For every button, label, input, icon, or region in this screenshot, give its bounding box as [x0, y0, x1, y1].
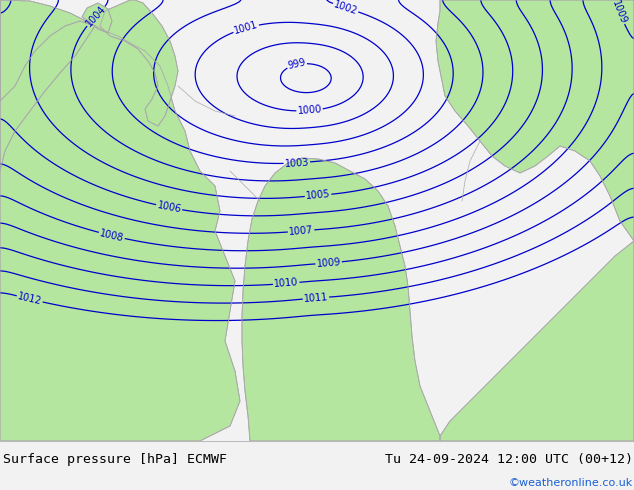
- Polygon shape: [242, 158, 440, 441]
- Text: 1008: 1008: [99, 228, 125, 244]
- Text: 1001: 1001: [233, 20, 259, 36]
- Polygon shape: [436, 0, 634, 241]
- Text: ©weatheronline.co.uk: ©weatheronline.co.uk: [508, 478, 633, 488]
- Text: 1009: 1009: [610, 0, 628, 25]
- Text: 1005: 1005: [306, 190, 331, 201]
- Text: 1004: 1004: [84, 4, 108, 28]
- Text: 1003: 1003: [284, 157, 309, 169]
- Text: 1009: 1009: [316, 257, 341, 269]
- Polygon shape: [82, 3, 112, 33]
- Text: 1012: 1012: [16, 291, 43, 307]
- Polygon shape: [0, 0, 240, 441]
- Polygon shape: [0, 0, 95, 171]
- Text: 1007: 1007: [288, 225, 314, 237]
- Polygon shape: [440, 241, 634, 441]
- Text: 1006: 1006: [156, 200, 182, 215]
- Text: Tu 24-09-2024 12:00 UTC (00+12): Tu 24-09-2024 12:00 UTC (00+12): [385, 453, 633, 466]
- Polygon shape: [100, 0, 178, 126]
- Text: Surface pressure [hPa] ECMWF: Surface pressure [hPa] ECMWF: [3, 453, 227, 466]
- Text: 1011: 1011: [303, 292, 328, 304]
- Text: 1010: 1010: [274, 277, 299, 290]
- Text: 999: 999: [287, 58, 307, 72]
- Text: 1002: 1002: [332, 0, 359, 16]
- Text: 1000: 1000: [297, 104, 322, 117]
